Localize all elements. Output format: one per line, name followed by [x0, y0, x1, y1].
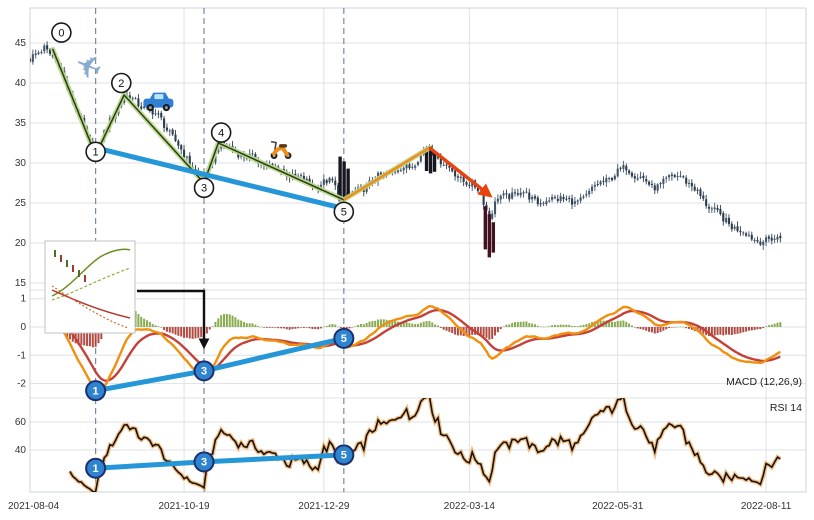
svg-text:-2: -2 — [17, 379, 26, 390]
macd-trend-circle-5: 5 — [333, 327, 355, 349]
highlight-bar — [483, 206, 488, 250]
macd-line — [46, 304, 781, 394]
svg-text:1: 1 — [93, 385, 99, 397]
macd-trend-circle-3: 3 — [193, 360, 215, 382]
svg-text:0: 0 — [58, 27, 64, 39]
highlight-bar — [338, 156, 342, 202]
rsi-label: RSI 14 — [769, 402, 802, 414]
scooter-icon — [270, 140, 292, 159]
highlight-bar — [487, 214, 492, 258]
wave-circle-2: 2 — [110, 72, 132, 94]
wave-circle-0: 0 — [51, 22, 72, 43]
svg-text:60: 60 — [15, 417, 27, 428]
svg-text:40: 40 — [15, 445, 27, 456]
svg-text:2022-03-14: 2022-03-14 — [444, 501, 496, 512]
wave-circle-5: 5 — [333, 201, 355, 223]
macd-signal-line — [46, 308, 781, 383]
svg-text:2021-08-04: 2021-08-04 — [8, 501, 60, 512]
svg-text:3: 3 — [201, 457, 207, 469]
svg-text:30: 30 — [15, 158, 27, 169]
svg-text:25: 25 — [15, 198, 27, 209]
svg-text:5: 5 — [341, 333, 347, 345]
candles-layer — [30, 41, 782, 250]
grid — [29, 7, 807, 493]
car-icon — [143, 92, 174, 112]
highlight-bar — [346, 168, 350, 199]
highlight-bar — [342, 161, 346, 200]
inset-pointer-arrow — [137, 289, 210, 350]
highlight-bar — [424, 147, 429, 171]
svg-text:5: 5 — [341, 450, 347, 462]
svg-text:1: 1 — [93, 147, 99, 159]
svg-text:20: 20 — [15, 238, 27, 249]
svg-text:45: 45 — [15, 38, 27, 49]
svg-text:3: 3 — [201, 366, 207, 378]
svg-text:2021-10-19: 2021-10-19 — [158, 501, 210, 512]
price-trendline — [93, 145, 347, 212]
rsi-trend-circle-5: 5 — [333, 444, 355, 466]
macd-pattern-inset — [44, 240, 136, 334]
drop-arrow — [428, 146, 493, 198]
highlight-bar — [428, 146, 433, 174]
svg-text:-1: -1 — [17, 350, 26, 361]
svg-text:1: 1 — [93, 463, 99, 475]
svg-text:2021-12-29: 2021-12-29 — [298, 501, 350, 512]
wave-circle-4: 4 — [210, 122, 232, 143]
macd-trend-circle-1: 1 — [85, 380, 107, 402]
svg-text:3: 3 — [201, 183, 207, 195]
highlight-bar — [432, 151, 437, 172]
advance-line — [343, 146, 431, 201]
wave-circles: 0 1 2 3 4 5 — [51, 22, 355, 223]
wave-circle-1: 1 — [85, 141, 106, 163]
macd-label: MACD (12,26,9) — [726, 376, 802, 388]
rsi-trend-circle-3: 3 — [193, 451, 215, 473]
svg-text:5: 5 — [341, 207, 347, 219]
rsi-line — [69, 398, 781, 492]
highlight-bars — [338, 146, 496, 258]
svg-text:2022-05-31: 2022-05-31 — [592, 501, 644, 512]
elliott-wave-path — [50, 46, 432, 203]
svg-text:1: 1 — [20, 294, 26, 305]
svg-text:0: 0 — [20, 322, 26, 333]
highlight-bar — [491, 222, 496, 253]
macd-histogram — [46, 307, 782, 348]
rsi-trend-circle-1: 1 — [85, 457, 107, 479]
svg-text:15: 15 — [15, 278, 27, 289]
wave-circle-3: 3 — [193, 177, 215, 199]
rsi-glow — [68, 398, 782, 492]
svg-text:35: 35 — [15, 118, 27, 129]
svg-text:40: 40 — [15, 78, 27, 89]
svg-text:2022-08-11: 2022-08-11 — [741, 501, 792, 512]
svg-text:4: 4 — [218, 127, 224, 139]
svg-text:2: 2 — [118, 78, 124, 90]
